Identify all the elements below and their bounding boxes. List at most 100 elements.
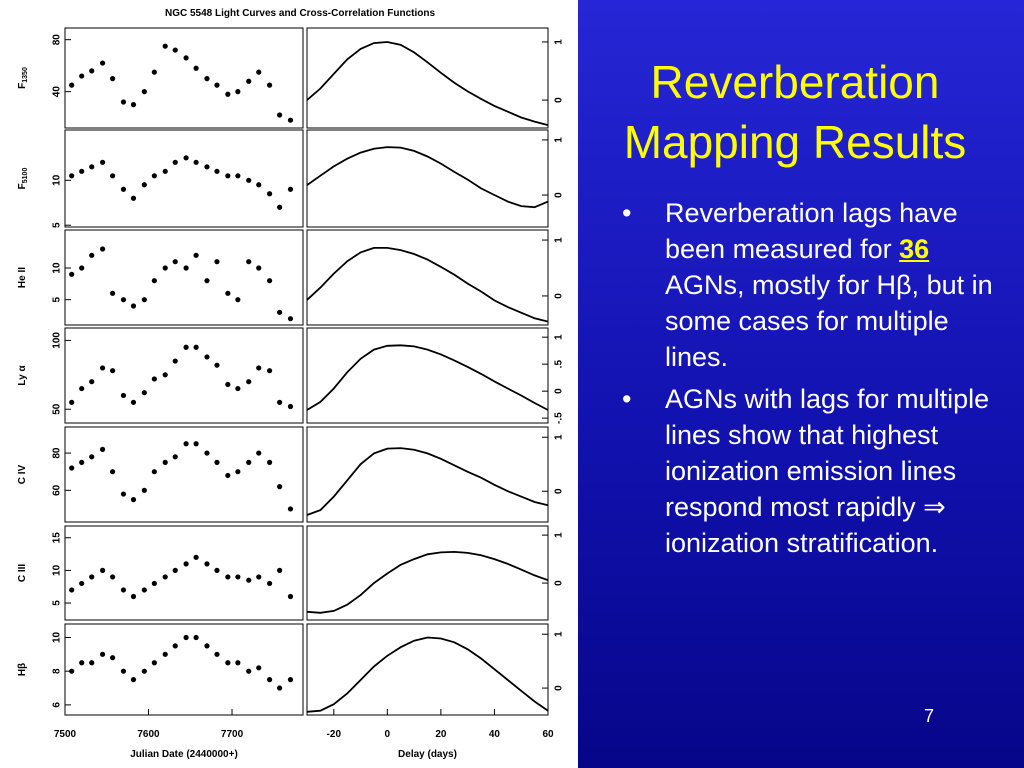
y-tick-label: 80 [52, 34, 63, 46]
plot-frame [64, 426, 304, 523]
plot-frame [64, 27, 304, 129]
data-point [141, 668, 147, 674]
data-point [110, 574, 116, 580]
y-axis-label: Ly α [17, 365, 28, 386]
x-tick-label: 60 [542, 729, 554, 740]
data-point [266, 278, 273, 284]
x-tick-label: 40 [489, 729, 501, 740]
data-point [162, 372, 168, 378]
plot-frame [306, 426, 549, 523]
data-point [172, 47, 178, 53]
y-tick-label: 10 [52, 564, 63, 576]
y-tick-label: 40 [52, 86, 63, 98]
data-point [130, 593, 137, 600]
plot-frame [64, 525, 304, 621]
data-point [256, 69, 262, 75]
y-tick-label: 10 [52, 174, 63, 186]
data-point [89, 660, 95, 666]
ccf-line [306, 447, 549, 516]
y-tick-label: 0 [554, 685, 565, 691]
data-point [141, 297, 147, 303]
data-point [110, 368, 116, 374]
page-number: 7 [924, 706, 935, 726]
data-point [235, 660, 241, 666]
y-label-main: Ly α [17, 365, 28, 386]
slide-title: Reverberation Mapping Results [623, 56, 967, 168]
data-point [225, 290, 231, 296]
y-label-main: C III [17, 564, 28, 583]
data-point [69, 399, 75, 405]
figure: NGC 5548 Light Curves and Cross-Correlat… [16, 8, 565, 760]
y-tick-label: 60 [52, 484, 63, 496]
data-point [141, 487, 147, 493]
bullet: • AGNs with lags for multiple lines show … [620, 381, 1000, 561]
ccf-line [306, 636, 549, 713]
data-point [204, 164, 210, 170]
data-point [277, 484, 283, 490]
data-point [99, 159, 106, 165]
data-point [79, 73, 85, 79]
y-tick-label: 0 [554, 580, 565, 586]
y-tick-label: 5 [52, 600, 63, 606]
plot-frame [64, 229, 304, 326]
y-tick-label: 1 [554, 631, 565, 637]
y-tick-label: 1 [554, 137, 565, 143]
data-point [214, 651, 220, 657]
data-point [277, 309, 283, 315]
data-point [69, 668, 75, 674]
data-point [235, 469, 241, 475]
y-label-main: Hβ [17, 663, 28, 676]
data-point [151, 69, 157, 75]
data-point [214, 459, 220, 465]
data-point [214, 259, 220, 265]
data-point [172, 259, 178, 265]
data-point [99, 651, 106, 657]
data-point [162, 651, 168, 657]
data-point [225, 574, 231, 580]
plot-frame [306, 129, 549, 228]
data-point [151, 376, 157, 382]
data-point [120, 668, 127, 674]
data-point [130, 303, 137, 309]
y-tick-label: 1 [554, 334, 565, 340]
plot-frame [306, 525, 549, 621]
data-point [79, 459, 85, 465]
data-point [246, 379, 252, 385]
data-point [141, 89, 147, 95]
figure-title: NGC 5548 Light Curves and Cross-Correlat… [165, 8, 435, 19]
y-tick-label: 1 [554, 237, 565, 243]
x-tick-label: -20 [327, 729, 342, 740]
data-point [214, 567, 220, 573]
data-point [235, 89, 241, 95]
plot-frame [306, 327, 549, 424]
data-point [130, 195, 137, 201]
data-point [120, 186, 127, 192]
data-point [266, 580, 273, 587]
data-point [277, 685, 283, 691]
plot-frame [64, 129, 304, 228]
data-point [151, 580, 157, 587]
data-point [246, 668, 252, 674]
data-point [172, 567, 178, 573]
data-point [172, 454, 178, 460]
data-point [193, 441, 199, 447]
data-point [120, 587, 127, 593]
data-point [110, 76, 116, 82]
data-point [183, 155, 189, 161]
data-point [130, 677, 137, 683]
y-tick-label: .5 [554, 360, 565, 369]
data-point [266, 459, 273, 465]
y-label-main: He II [17, 267, 28, 288]
data-point [235, 297, 241, 303]
y-tick-label: 50 [52, 403, 63, 415]
data-point [193, 252, 199, 258]
data-point [89, 454, 95, 460]
data-point [256, 665, 262, 671]
data-point [204, 450, 210, 456]
y-tick-label: 1 [554, 39, 565, 45]
ccf-line [306, 344, 549, 411]
y-tick-label: 1 [554, 532, 565, 538]
x-tick-label: 20 [435, 729, 447, 740]
data-point [193, 634, 199, 641]
